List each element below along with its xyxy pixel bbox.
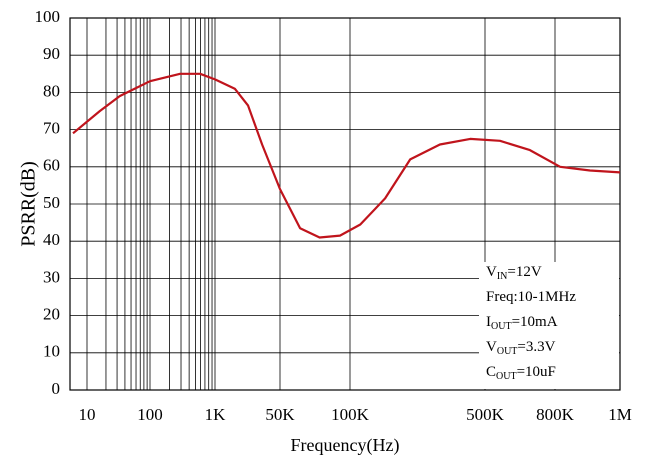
x-tick-label: 100 [137,405,163,424]
annotation-rest: =12V [507,264,541,280]
line-series [72,72,621,239]
y-tick-label: 80 [43,81,60,100]
x-tick-label: 800K [536,405,575,424]
y-tick-label: 20 [43,305,60,324]
annotation-rest: =10uF [517,364,556,380]
x-axis-label: Frequency(Hz) [291,435,400,456]
x-tick-label: 50K [265,405,295,424]
annotation-rest: =10mA [512,314,558,330]
annotation: VOUT=3.3V [486,339,556,357]
annotation-sub: OUT [496,371,517,382]
annotation-main: I [486,314,491,330]
annotation-main: Freq:10-1MHz [486,289,576,305]
y-tick-label: 0 [52,379,61,398]
annotation-sub: OUT [497,346,518,357]
annotation: VIN=12V [486,264,542,282]
x-tick-label: 1M [608,405,632,424]
annotation-box [479,262,619,389]
annotation-main: V [486,339,497,355]
y-tick-label: 10 [43,342,60,361]
y-tick-label: 30 [43,267,60,286]
annotation: Freq:10-1MHz [486,289,576,305]
y-tick-label: 60 [43,156,60,175]
annotation-main: V [486,264,497,280]
annotation-sub: OUT [491,321,512,332]
y-tick-label: 70 [43,119,60,138]
annotation: IOUT=10mA [486,314,558,332]
annotation-rest: =3.3V [517,339,555,355]
annotation: COUT=10uF [486,364,556,382]
y-tick-label: 40 [43,230,60,249]
y-tick-label: 100 [35,7,61,26]
y-tick-label: 90 [43,44,60,63]
annotation-sub: IN [497,271,508,282]
x-tick-label: 500K [466,405,505,424]
annotation-main: C [486,364,496,380]
x-tick-label: 100K [331,405,370,424]
y-tick-label: 50 [43,193,60,212]
x-tick-label: 1K [205,405,227,424]
x-tick-label: 10 [79,405,96,424]
y-axis-label: PSRR(dB) [18,161,40,247]
plot-frame [69,17,621,391]
